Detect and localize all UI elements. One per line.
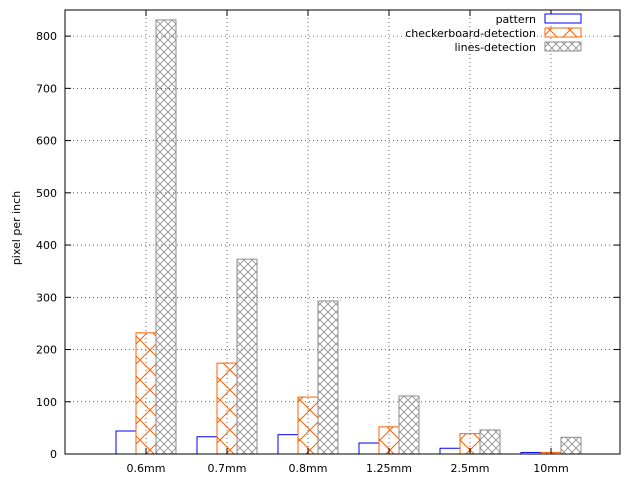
legend-swatch-checkerboard-detection [544, 27, 582, 38]
bar-lines-detection-0.7mm [236, 258, 258, 455]
y-tick-label: 200 [36, 344, 57, 357]
y-tick-label: 800 [36, 30, 57, 43]
bar-checkerboard-detection-0.8mm [297, 396, 319, 455]
axes [64, 9, 621, 455]
legend-label: checkerboard-detection [405, 27, 536, 40]
legend: patterncheckerboard-detectionlines-detec… [405, 13, 582, 54]
bar-pattern-1.25mm [358, 442, 380, 455]
y-tick-label: 700 [36, 82, 57, 95]
y-tick-label: 500 [36, 187, 57, 200]
x-tick-label: 1.25mm [366, 462, 412, 475]
bar-pattern-0.7mm [196, 436, 218, 455]
legend-swatch-pattern [544, 13, 582, 24]
bar-lines-detection-0.8mm [317, 300, 339, 455]
bar-checkerboard-detection-0.6mm [135, 332, 157, 455]
legend-label: pattern [496, 13, 536, 26]
plot-border [64, 9, 621, 455]
x-tick-label: 0.7mm [208, 462, 247, 475]
bar-pattern-0.6mm [115, 430, 137, 455]
x-tick-label: 2.5mm [451, 462, 490, 475]
bars [115, 19, 582, 455]
tick-labels: 0 100 200 300 400 500 600 700 800 0.6mm 0.7mm 0.8mm… [36, 30, 569, 475]
bar-checkerboard-detection-0.7mm [216, 362, 238, 455]
legend-swatch-bg [545, 14, 581, 23]
bar-lines-detection-2.5mm [479, 429, 501, 455]
y-tick-label: 600 [36, 135, 57, 148]
legend-swatch-lines-detection [544, 41, 582, 52]
bar-lines-detection-0.6mm [155, 19, 177, 455]
y-tick-label: 100 [36, 396, 57, 409]
y-tick-label: 300 [36, 291, 57, 304]
y-axis-label: pixel per inch [10, 191, 23, 265]
x-tick-label: 0.8mm [289, 462, 328, 475]
bar-pattern-0.8mm [277, 434, 299, 455]
bar-lines-detection-10mm [560, 436, 582, 455]
bar-pattern-2.5mm [439, 447, 461, 455]
bar-lines-detection-1.25mm [398, 395, 420, 455]
legend-label: lines-detection [454, 41, 536, 54]
y-tick-label: 0 [50, 448, 57, 461]
y-tick-label: 400 [36, 239, 57, 252]
x-tick-label: 10mm [533, 462, 568, 475]
x-tick-label: 0.6mm [127, 462, 166, 475]
